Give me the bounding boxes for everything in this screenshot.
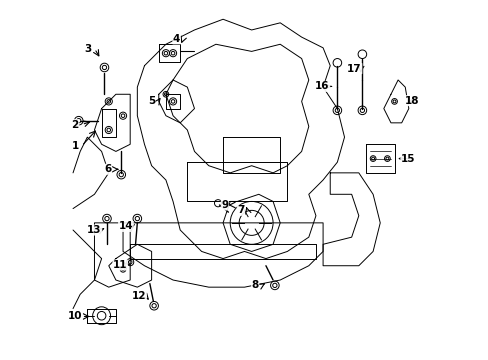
Text: 14: 14	[119, 221, 133, 231]
Text: 11: 11	[113, 260, 127, 270]
Text: 8: 8	[251, 280, 258, 291]
Text: 15: 15	[400, 154, 414, 163]
Text: 10: 10	[68, 311, 82, 321]
Text: 5: 5	[148, 96, 155, 107]
Text: 13: 13	[87, 225, 102, 235]
Text: 9: 9	[221, 200, 228, 210]
Text: 18: 18	[404, 96, 418, 106]
Text: 4: 4	[173, 34, 180, 44]
Text: 16: 16	[314, 81, 329, 91]
Text: 17: 17	[346, 64, 361, 73]
Text: 12: 12	[132, 291, 146, 301]
Text: 7: 7	[237, 205, 244, 215]
Text: 2: 2	[71, 120, 79, 130]
Text: 1: 1	[71, 141, 79, 151]
Text: 6: 6	[104, 164, 111, 174]
Text: 3: 3	[84, 44, 91, 54]
